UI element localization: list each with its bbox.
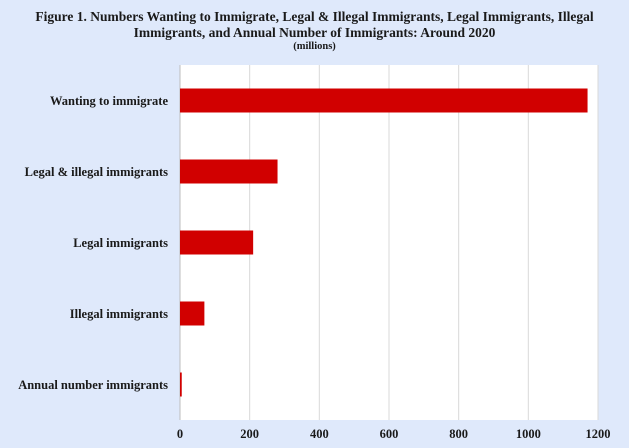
bar: [180, 88, 588, 113]
x-tick-label: 1200: [585, 427, 611, 441]
x-tick-label: 600: [379, 427, 399, 441]
x-tick-label: 0: [176, 427, 184, 441]
chart-title: Figure 1. Numbers Wanting to Immigrate, …: [35, 9, 594, 40]
bar: [180, 301, 205, 326]
x-tick-label: 400: [309, 427, 329, 441]
bars: [180, 88, 588, 397]
bar: [180, 372, 182, 397]
x-tick-label: 800: [449, 427, 469, 441]
bar: [180, 230, 254, 255]
chart-subtitle: (millions): [293, 41, 336, 52]
category-label: Annual number immigrants: [18, 377, 168, 392]
category-label: Illegal immigrants: [69, 306, 168, 321]
x-tick-label: 1000: [515, 427, 541, 441]
x-tick-label: 200: [240, 427, 260, 441]
bar: [180, 159, 278, 184]
category-label: Wanting to immigrate: [49, 93, 168, 108]
category-label: Legal & illegal immigrants: [24, 164, 168, 179]
gridlines: [179, 65, 599, 420]
category-label: Legal immigrants: [73, 235, 168, 250]
